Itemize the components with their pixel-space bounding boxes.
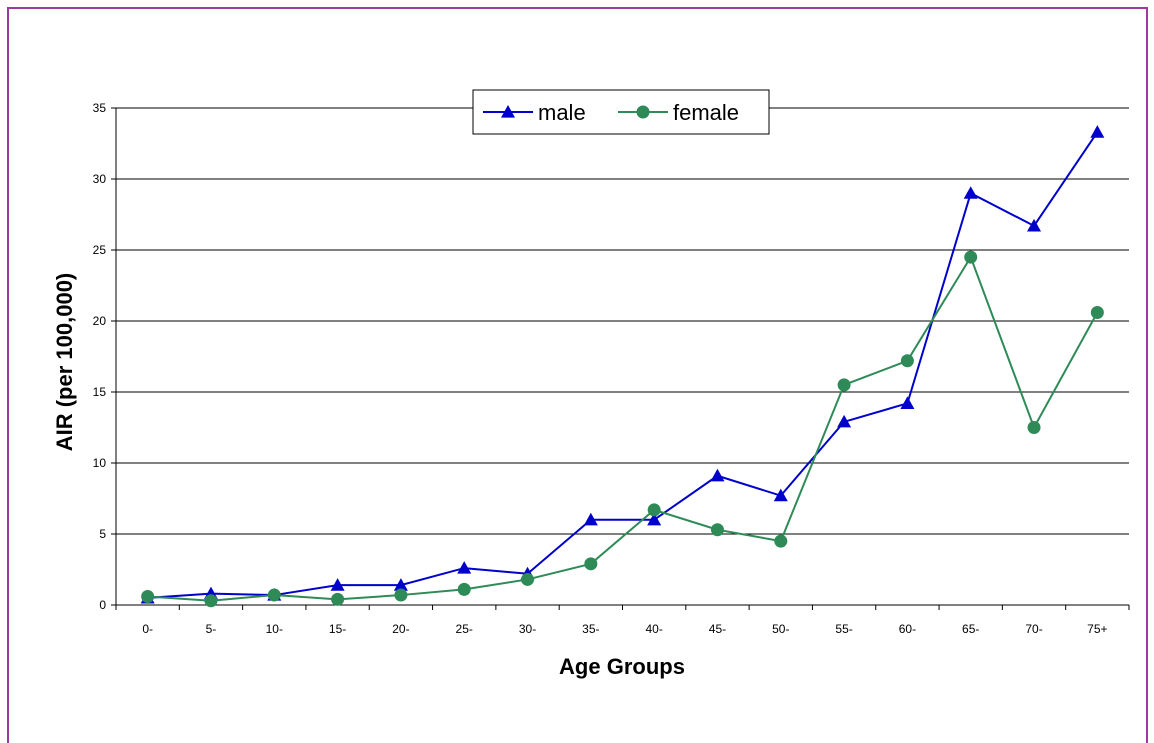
series-female [141,250,1104,608]
data-point-female [521,572,535,586]
data-point-female [837,378,851,392]
x-tick-label: 10- [266,622,283,636]
grid-lines [116,107,1129,535]
series-line-male [147,131,1099,599]
data-point-female [204,594,218,608]
legend-item-male: male [483,100,586,125]
x-tick-label: 60- [899,622,916,636]
data-point-female [331,592,345,606]
data-point-female [1027,421,1041,434]
x-axis-title: Age Groups [559,654,685,679]
data-point-male [457,561,472,574]
y-tick-label: 25 [93,243,107,257]
data-point-female [900,354,914,368]
legend: male female [472,89,770,135]
data-point-male [900,396,915,409]
data-point-female [964,250,978,264]
y-axis-ticks: 0 5 10 15 20 25 30 35 [93,101,116,612]
data-point-female [141,589,155,603]
data-point-female [647,503,661,517]
data-point-female [584,557,598,571]
x-tick-label: 65- [962,622,979,636]
x-tick-label: 70- [1025,622,1042,636]
data-point-male [1090,125,1105,138]
legend-marker [501,105,515,118]
x-tick-label: 55- [835,622,852,636]
x-tick-label: 75+ [1087,622,1107,636]
data-point-male [773,488,788,502]
legend-marker [636,105,650,119]
data-point-female [394,588,408,602]
series-layer [140,125,1105,608]
data-point-male [1027,218,1042,232]
x-tick-label: 30- [519,622,536,636]
x-tick-label: 15- [329,622,346,636]
x-tick-label: 0- [142,622,153,636]
x-axis-ticks: 0- 5- 10- 15- 20- 25- 30- 35- 40- 45- 50- 55- 60- 65-… [115,605,1130,636]
data-point-male [647,512,662,526]
x-tick-label: 40- [645,622,662,636]
x-tick-label: 50- [772,622,789,636]
x-tick-label: 5- [206,622,217,636]
series-male [140,125,1105,604]
y-tick-label: 5 [99,527,106,541]
y-tick-label: 15 [93,385,107,399]
y-tick-label: 0 [99,598,106,612]
x-tick-label: 35- [582,622,599,636]
data-point-female [710,523,724,537]
data-point-male [393,578,408,591]
data-point-female [457,582,471,596]
legend-label: male [538,100,586,125]
series-line-female [147,254,1099,602]
legend-label: female [673,100,739,125]
y-axis-title: AIR (per 100,000) [52,273,77,452]
x-tick-label: 20- [392,622,409,636]
data-point-male [710,468,725,482]
data-point-female [774,534,788,548]
x-tick-label: 45- [709,622,726,636]
data-point-male [330,578,345,591]
data-point-male [837,414,852,428]
axes [115,108,1129,606]
data-point-male [583,512,598,526]
data-point-female [1090,305,1104,319]
legend-item-female: female [618,100,739,125]
y-tick-label: 20 [93,314,107,328]
data-point-male [963,186,978,199]
x-tick-label: 25- [456,622,473,636]
y-tick-label: 35 [93,101,107,115]
y-tick-label: 10 [93,456,107,470]
data-point-female [267,588,281,602]
y-tick-label: 30 [93,172,107,186]
chart-frame [7,7,1148,743]
